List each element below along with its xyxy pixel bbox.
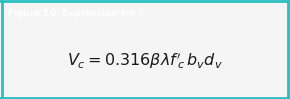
Text: Figure 10. Expression for $V_c$: Figure 10. Expression for $V_c$ — [7, 7, 150, 20]
Text: $V_c = 0.316\beta\lambda f'\!_c\, b_v d_v$: $V_c = 0.316\beta\lambda f'\!_c\, b_v d_… — [67, 50, 223, 71]
